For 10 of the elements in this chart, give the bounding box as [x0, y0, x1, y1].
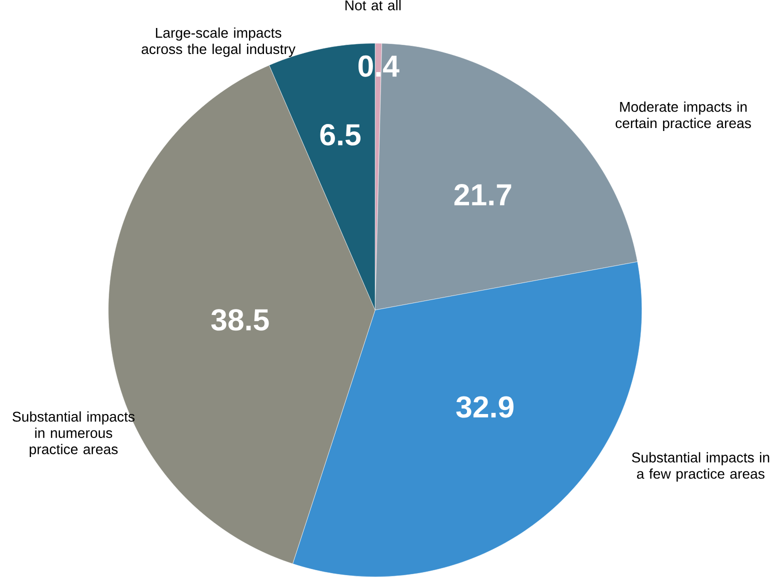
data-label: 38.5: [211, 309, 269, 331]
data-label: 0.4: [358, 55, 400, 77]
data-label: 6.5: [320, 124, 361, 146]
slice-label: Moderate impacts in certain practice areas: [616, 102, 751, 131]
slice-label: Substantial impacts in a few practice areas: [632, 452, 770, 482]
slice-label: Not at all: [345, 0, 401, 10]
slice-label: Substantial impacts in numerous practice areas: [12, 411, 135, 458]
data-label: 21.7: [454, 184, 512, 206]
slice-label: Large-scale impacts across the legal industry: [142, 27, 296, 57]
data-label: 32.9: [456, 396, 514, 418]
